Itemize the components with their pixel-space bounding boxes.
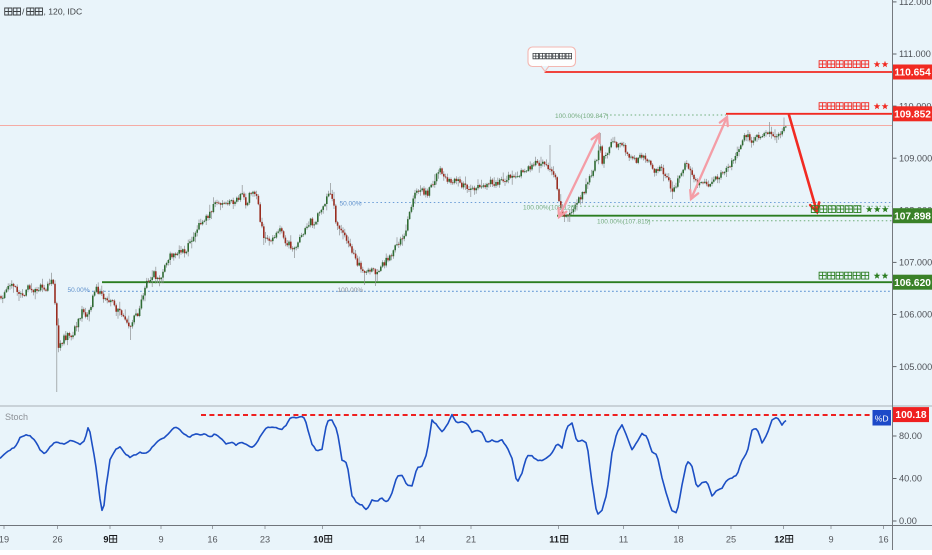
svg-text:9: 9 xyxy=(103,535,108,545)
svg-text:23: 23 xyxy=(260,535,270,545)
svg-text:21: 21 xyxy=(466,535,476,545)
svg-text:10: 10 xyxy=(313,535,323,545)
svg-text:50.00%: 50.00% xyxy=(68,287,90,294)
svg-text:110.654: 110.654 xyxy=(894,68,931,79)
svg-text:9: 9 xyxy=(828,535,833,545)
svg-text:40.00: 40.00 xyxy=(899,474,922,484)
svg-text:105.000: 105.000 xyxy=(899,362,932,372)
svg-text:11: 11 xyxy=(619,535,629,545)
svg-text:109.000: 109.000 xyxy=(899,153,932,163)
svg-text:106.620: 106.620 xyxy=(894,278,931,289)
svg-text:100.00%: 100.00% xyxy=(338,287,364,294)
svg-text:11: 11 xyxy=(549,535,559,545)
svg-text:109.852: 109.852 xyxy=(894,109,931,120)
svg-text:19: 19 xyxy=(0,535,9,545)
svg-text:50.00%: 50.00% xyxy=(340,201,362,208)
svg-text:16: 16 xyxy=(207,535,217,545)
svg-text:26: 26 xyxy=(52,535,62,545)
svg-text:25: 25 xyxy=(726,535,736,545)
svg-text:100.00%(107.815): 100.00%(107.815) xyxy=(597,218,651,225)
svg-text:9: 9 xyxy=(158,535,163,545)
svg-text:, 120, IDC: , 120, IDC xyxy=(44,6,83,16)
svg-text:16: 16 xyxy=(878,535,888,545)
svg-text:Stoch: Stoch xyxy=(5,412,28,422)
svg-text:112.000: 112.000 xyxy=(899,0,932,7)
svg-text:80.00: 80.00 xyxy=(899,431,922,441)
svg-text:/: / xyxy=(22,6,25,16)
svg-text:107.000: 107.000 xyxy=(899,258,932,268)
svg-text:0.00: 0.00 xyxy=(899,516,917,526)
svg-text:100.00%(108.126): 100.00%(108.126) xyxy=(523,205,577,212)
svg-text:106.000: 106.000 xyxy=(899,310,932,320)
svg-text:12: 12 xyxy=(774,535,784,545)
svg-text:18: 18 xyxy=(673,535,683,545)
svg-text:%D: %D xyxy=(875,413,889,423)
svg-text:14: 14 xyxy=(415,535,425,545)
svg-text:107.898: 107.898 xyxy=(894,211,931,222)
svg-text:111.000: 111.000 xyxy=(899,49,931,59)
svg-text:100.00%(109.847): 100.00%(109.847) xyxy=(555,113,609,120)
svg-text:100.18: 100.18 xyxy=(895,410,926,421)
